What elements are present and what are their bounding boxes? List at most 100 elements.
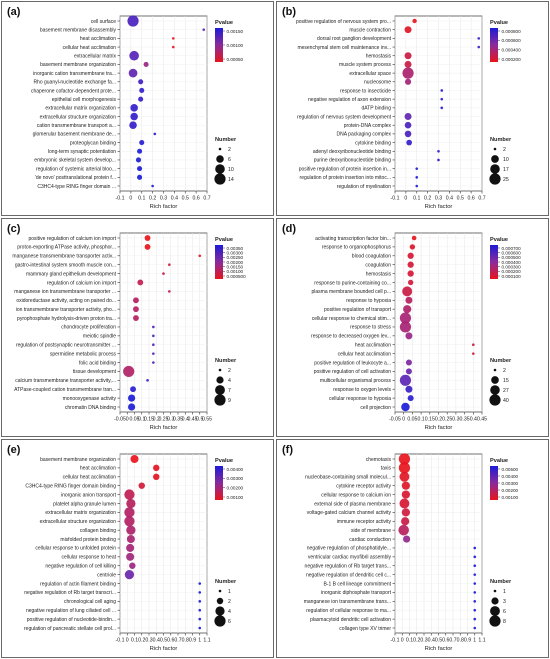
number-legend-label: 7 (228, 388, 231, 394)
colorbar-tick-label: 0.00300 (227, 476, 244, 481)
data-point (407, 395, 414, 402)
data-point (152, 343, 155, 347)
data-point (472, 343, 475, 347)
colorbar-tick-label: 0.00150 (227, 29, 244, 34)
data-point (124, 516, 135, 527)
data-point (473, 546, 477, 550)
data-point (162, 272, 165, 275)
data-point (126, 535, 135, 544)
pvalue-legend-title: Pvalue (490, 458, 508, 464)
y-tick-label: nucleosome (364, 80, 391, 86)
colorbar-tick-label: 0.00200 (227, 260, 244, 265)
y-tick-label: cellular response to hypoxia (329, 396, 391, 402)
x-tick-label: 0.6 (468, 196, 475, 202)
y-tick-label: epithelial cell morphogenesis (52, 97, 117, 103)
y-tick-label: side of membrane (351, 528, 391, 534)
y-tick-label: long-term synaptic potentiation (48, 149, 116, 155)
data-point (198, 608, 202, 612)
pvalue-legend-title: Pvalue (490, 20, 508, 26)
colorbar-tick-label: 0.000500 (502, 255, 522, 260)
data-point (399, 498, 410, 509)
data-point (168, 263, 171, 266)
x-axis-label: Rich factor (425, 425, 453, 431)
data-point (123, 365, 135, 378)
data-point (202, 28, 206, 31)
colorbar-tick-label: 0.000400 (502, 47, 522, 52)
data-point (401, 490, 410, 499)
y-tick-label: cytokine receptor activity (336, 483, 391, 489)
y-tick-label: regulation of postsynaptic neurotransmit… (16, 343, 116, 349)
x-tick-label: 0.3 (435, 196, 442, 202)
x-tick-label: 0.5 (196, 417, 203, 423)
x-tick-label: 0.1 (417, 417, 424, 423)
data-point (472, 352, 475, 355)
y-tick-label: adenyl deoxyribonucleotide binding (313, 149, 391, 155)
x-tick-label: 1.1 (203, 638, 210, 644)
data-point (153, 473, 160, 481)
data-point (415, 184, 419, 188)
y-tick-label: manganese transmembrane transporter acti… (12, 254, 116, 260)
number-legend-label: 9 (228, 398, 231, 404)
data-point (473, 626, 477, 630)
data-point (473, 608, 477, 612)
y-tick-label: cardiac conduction (349, 537, 391, 543)
y-tick-label: basement membrane disassembly (40, 27, 117, 33)
number-legend-dot (489, 173, 501, 185)
y-tick-label: negative regulation of lung ciliated cel… (26, 608, 116, 614)
data-point (402, 286, 413, 297)
data-point (128, 394, 136, 402)
data-point (407, 279, 414, 286)
y-tick-label: B-1 B cell lineage commitment (323, 581, 391, 587)
y-tick-label: positive regulation of nervous system pr… (296, 19, 391, 25)
y-tick-label: plasma membrane bounded cell p... (312, 289, 392, 295)
data-point (138, 96, 144, 102)
y-tick-label: hemostasis (366, 271, 392, 277)
y-tick-label: muscle contraction (349, 27, 391, 33)
y-tick-label: cytokine binding (355, 140, 391, 146)
x-tick-label: 0 (402, 417, 405, 423)
y-tick-label: regulation of calcium ion import (47, 280, 117, 286)
colorbar-tick-label: 0.00100 (502, 495, 519, 500)
y-tick-label: oxidoreductase activity, acting on paire… (16, 298, 116, 304)
x-tick-label: 0.1 (138, 196, 145, 202)
y-tick-label: embryonic skeletal system develop... (34, 158, 116, 164)
number-legend-dot (216, 376, 224, 384)
y-tick-label: voltage-gated calcium channel activity (307, 510, 392, 516)
data-point (151, 184, 154, 188)
data-point (198, 582, 202, 585)
data-point (124, 570, 135, 580)
data-point (477, 45, 481, 49)
y-tick-label: response to hypoxia (346, 298, 391, 304)
x-tick-label: 0.7 (203, 196, 210, 202)
y-tick-label: response to oxygen levels (333, 387, 391, 393)
pvalue-colorbar (490, 28, 498, 62)
y-tick-label: positive regulation of protein insertion… (299, 166, 391, 172)
data-point (407, 261, 414, 268)
data-point (137, 148, 143, 154)
y-tick-label: response to decreased oxygen lev... (311, 334, 391, 340)
x-tick-label: 0.9 (189, 638, 196, 644)
pvalue-legend-title: Pvalue (215, 458, 233, 464)
x-tick-label: 0.2 (138, 638, 145, 644)
y-tick-label: heat acclimation (80, 466, 116, 472)
data-point (399, 321, 412, 333)
y-tick-label: folic acid binding (79, 360, 116, 366)
y-tick-label: cellular response to heat (62, 555, 117, 561)
x-tick-label: 0.9 (464, 638, 471, 644)
data-point (412, 18, 417, 24)
data-point (153, 464, 160, 472)
y-tick-label: negative regulation of Rb target trans..… (305, 564, 391, 570)
data-point (128, 403, 136, 411)
number-legend-title: Number (490, 358, 512, 364)
data-point (404, 26, 412, 34)
pvalue-colorbar (215, 28, 223, 62)
y-tick-label: extracellular structure organization (40, 114, 117, 120)
data-point (168, 290, 171, 293)
x-tick-label: -0.1 (391, 196, 400, 202)
y-tick-label: regulation of myelination (337, 184, 391, 190)
number-legend-label: 14 (228, 177, 234, 183)
y-tick-label: chaperone cofactor-dependent prote... (31, 88, 116, 94)
data-point (129, 50, 139, 61)
data-point (405, 385, 413, 393)
